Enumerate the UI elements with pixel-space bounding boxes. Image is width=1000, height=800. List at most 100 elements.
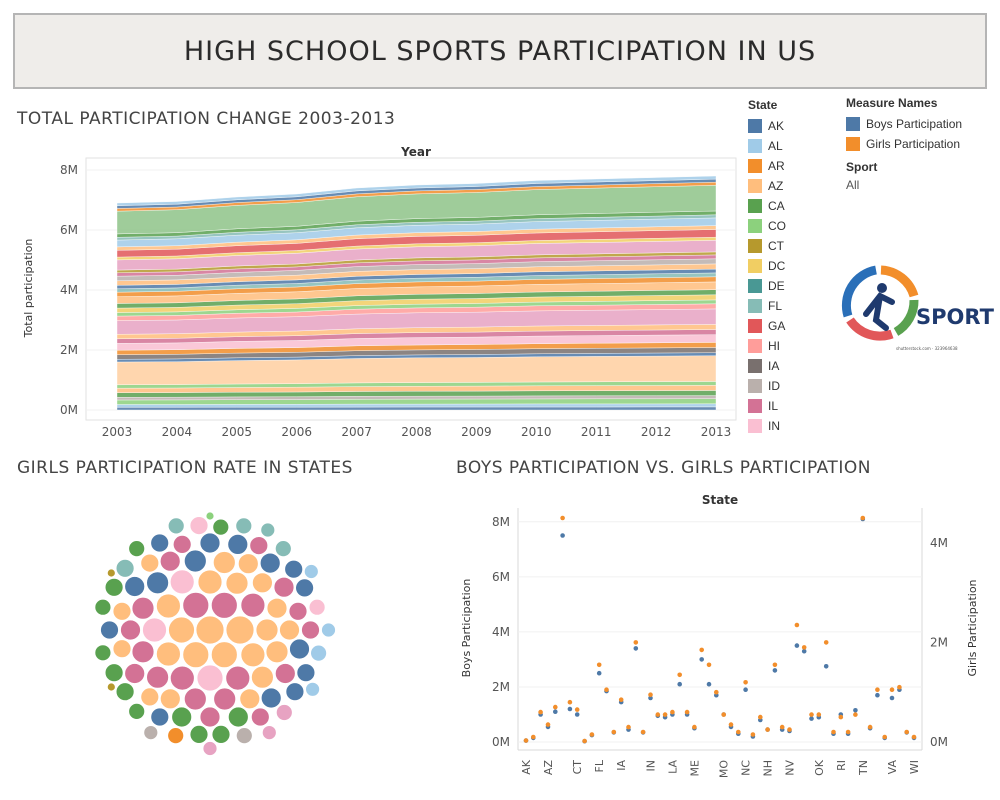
boys-point-34	[772, 668, 778, 673]
legend-label: DE	[768, 279, 785, 293]
state-legend-item-al[interactable]: AL	[748, 136, 786, 156]
bubble-59	[285, 682, 305, 702]
legend-swatch	[748, 139, 762, 153]
right-tick-label: 0M	[930, 735, 948, 749]
bubble-61	[171, 706, 193, 728]
girls-point-50	[889, 687, 895, 692]
bubble-7	[197, 569, 223, 595]
bubble-93	[106, 568, 116, 578]
bubble-76	[260, 522, 276, 538]
bubble-16	[237, 553, 259, 575]
legend-label: AR	[768, 159, 785, 173]
bubble-18	[239, 688, 261, 710]
bubble-84	[321, 622, 336, 638]
state-legend-item-ar[interactable]: AR	[748, 156, 786, 176]
girls-point-9	[589, 732, 595, 737]
left-axis-title: Boys Participation	[460, 579, 473, 678]
bubble-65	[104, 663, 124, 683]
bubble-5	[156, 641, 181, 667]
x-tick-label: 2012	[641, 425, 672, 439]
legend-swatch	[748, 199, 762, 213]
x-tick-label: ME	[688, 760, 701, 776]
girls-point-17	[648, 692, 653, 697]
bubble-21	[112, 639, 132, 659]
bubble-41	[288, 601, 308, 621]
bubble-88	[202, 741, 218, 756]
girls-point-10	[596, 662, 602, 668]
state-legend-item-id[interactable]: ID	[748, 376, 786, 396]
bubble-77	[196, 664, 224, 692]
bubble-38	[199, 706, 221, 728]
bubble-46	[183, 549, 207, 573]
bubble-15	[266, 597, 288, 619]
girls-point-24	[699, 647, 704, 653]
state-legend-title: State	[748, 98, 778, 112]
state-legend-item-fl[interactable]: FL	[748, 296, 786, 316]
state-legend-item-in[interactable]: IN	[748, 416, 786, 436]
measure-legend-item-1[interactable]: Girls Participation	[846, 134, 962, 154]
bubble-48	[199, 532, 221, 554]
girls-point-36	[787, 727, 792, 732]
state-legend-item-hi[interactable]: HI	[748, 336, 786, 356]
legend-swatch	[846, 117, 860, 131]
legend-label: IA	[768, 359, 780, 373]
girls-point-12	[611, 729, 617, 735]
bubble-90	[143, 725, 159, 741]
girls-point-28	[728, 722, 734, 727]
bubble-35	[159, 550, 181, 572]
x-tick-label: CT	[571, 760, 584, 775]
bubble-51	[289, 638, 310, 660]
boys-point-15	[633, 646, 639, 651]
girls-point-39	[809, 712, 814, 717]
girls-point-6	[567, 699, 573, 705]
state-legend-item-ak[interactable]: AK	[748, 116, 786, 136]
bubble-75	[274, 540, 292, 557]
x-tick-label: NH	[762, 760, 775, 777]
bubble-52	[260, 687, 282, 709]
logo-text: SPORT	[916, 305, 994, 329]
state-legend-item-de[interactable]: DE	[748, 276, 786, 296]
legend-swatch	[748, 419, 762, 433]
state-legend-item-dc[interactable]: DC	[748, 256, 786, 276]
bubble-33	[131, 596, 155, 620]
bubble-19	[159, 688, 181, 710]
girls-point-0	[523, 738, 529, 743]
legend-swatch	[748, 319, 762, 333]
area-layer-37	[116, 175, 717, 206]
state-legend-item-il[interactable]: IL	[748, 396, 786, 416]
state-legend-item-ga[interactable]: GA	[748, 316, 786, 336]
girls-point-43	[838, 714, 844, 720]
girls-point-34	[772, 662, 778, 668]
legend-label: Girls Participation	[866, 137, 961, 151]
girls-point-4	[553, 704, 558, 710]
x-tick-label: RI	[835, 760, 848, 771]
measure-legend-title: Measure Names	[846, 96, 938, 110]
state-legend-item-ct[interactable]: CT	[748, 236, 786, 256]
bubble-81	[308, 598, 326, 616]
state-legend-items: AK AL AR AZ CA CO CT DC DE FL GA HI IA ID IL IN	[748, 116, 786, 436]
bubble-92	[106, 682, 116, 692]
state-legend-item-az[interactable]: AZ	[748, 176, 786, 196]
state-legend-item-ia[interactable]: IA	[748, 356, 786, 376]
left-tick-label: 4M	[492, 625, 510, 639]
dashboard-title: HIGH SCHOOL SPORTS PARTICIPATION IN US	[183, 35, 817, 67]
bubble-31	[146, 665, 169, 689]
legend-swatch	[748, 299, 762, 313]
bubble-45	[146, 571, 169, 595]
state-legend-item-co[interactable]: CO	[748, 216, 786, 236]
bubble-10	[255, 618, 279, 642]
girls-point-7	[574, 707, 580, 712]
x-tick-label: LA	[666, 760, 679, 774]
bubble-28	[169, 665, 195, 691]
sport-filter-value[interactable]: All	[846, 178, 860, 192]
bubble-53	[150, 707, 170, 727]
y-tick-label: 4M	[60, 283, 78, 297]
measure-legend-item-0[interactable]: Boys Participation	[846, 114, 962, 134]
bubble-22	[112, 601, 132, 621]
left-tick-label: 6M	[492, 570, 510, 584]
bubble-70	[94, 598, 112, 616]
girls-point-29	[736, 729, 741, 735]
state-legend-item-ca[interactable]: CA	[748, 196, 786, 216]
girls-point-27	[721, 712, 726, 717]
y-tick-label: 2M	[60, 343, 78, 357]
